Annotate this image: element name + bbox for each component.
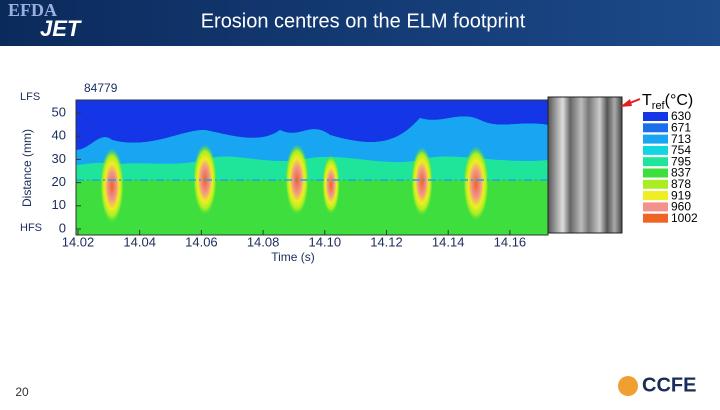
legend-unit: (°C) bbox=[665, 92, 694, 109]
x-tick-label: 14.04 bbox=[123, 234, 156, 249]
legend-swatch bbox=[643, 213, 668, 223]
legend-label: 919 bbox=[671, 188, 691, 202]
legend-swatch bbox=[643, 191, 668, 201]
legend-label: 960 bbox=[671, 200, 691, 214]
shot-number: 84779 bbox=[84, 81, 118, 95]
y-tick-label: 30 bbox=[52, 151, 66, 166]
slide-title: Erosion centres on the ELM footprint bbox=[201, 10, 526, 32]
legend-subscript: ref bbox=[652, 100, 666, 112]
hot-spot bbox=[322, 155, 340, 215]
camera-image bbox=[547, 96, 623, 234]
legend-title: Tref(°C) bbox=[642, 92, 693, 112]
y-tick-label: 50 bbox=[52, 104, 66, 119]
ccfe-icon bbox=[618, 376, 638, 396]
legend-swatch bbox=[643, 123, 668, 133]
ccfe-logo: CCFE bbox=[642, 374, 696, 396]
hot-spot bbox=[411, 147, 433, 217]
x-tick-label: 14.14 bbox=[432, 234, 465, 249]
legend-label: 630 bbox=[671, 109, 691, 123]
x-axis-label: Time (s) bbox=[271, 250, 315, 264]
x-tick-label: 14.10 bbox=[309, 234, 342, 249]
legend-label: 671 bbox=[671, 120, 691, 134]
hfs-label: HFS bbox=[20, 222, 42, 234]
legend-swatch bbox=[643, 168, 668, 178]
heatmap-cold bbox=[76, 100, 548, 150]
arrow-head bbox=[620, 99, 632, 107]
x-tick-label: 14.08 bbox=[247, 234, 280, 249]
legend-label: 1002 bbox=[671, 211, 698, 225]
legend-label: 837 bbox=[671, 166, 691, 180]
y-axis-label: Distance (mm) bbox=[20, 129, 34, 207]
y-tick-label: 40 bbox=[52, 128, 66, 143]
hot-spot bbox=[100, 148, 124, 224]
logo-top: EFDA bbox=[8, 0, 57, 20]
hot-spot bbox=[463, 146, 489, 222]
page-number: 20 bbox=[15, 385, 29, 399]
header-bar bbox=[0, 0, 720, 46]
legend-symbol: T bbox=[642, 92, 652, 109]
legend-swatch bbox=[643, 112, 668, 121]
lfs-label: LFS bbox=[20, 91, 40, 103]
x-tick-label: 14.02 bbox=[62, 234, 95, 249]
legend-swatch bbox=[643, 202, 668, 212]
plot: 84779 LFS HFS Distance (mm) Time (s) 50 4… bbox=[20, 81, 549, 264]
legend-swatch bbox=[643, 145, 668, 155]
legend-swatch bbox=[643, 157, 668, 167]
x-tick-label: 14.16 bbox=[494, 234, 527, 249]
x-tick-label: 14.06 bbox=[185, 234, 218, 249]
y-tick-label: 0 bbox=[59, 220, 66, 235]
legend-label: 754 bbox=[671, 143, 691, 157]
legend-label: 878 bbox=[671, 177, 691, 191]
y-tick-label: 10 bbox=[52, 197, 66, 212]
legend-label: 795 bbox=[671, 154, 691, 168]
heatmap-cool bbox=[76, 116, 548, 165]
y-tick-label: 20 bbox=[52, 174, 66, 189]
logo-bottom: JET bbox=[40, 16, 82, 41]
legend-swatch bbox=[643, 134, 668, 144]
legend-label: 713 bbox=[671, 132, 691, 146]
legend-swatch bbox=[643, 179, 668, 189]
x-tick-label: 14.12 bbox=[370, 234, 403, 249]
